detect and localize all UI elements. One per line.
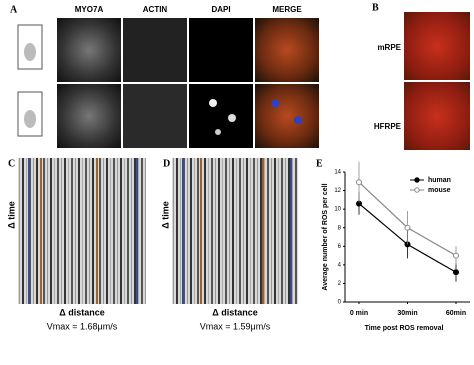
y-tick-label: 2 bbox=[338, 281, 342, 287]
column-header: MERGE bbox=[272, 5, 302, 14]
x-axis-title: Time post ROS removal bbox=[365, 325, 444, 332]
caption: Vmax = 1.59μm/s bbox=[200, 321, 271, 331]
y-tick-label: 12 bbox=[334, 188, 341, 194]
data-point bbox=[453, 252, 459, 259]
panel-label: B bbox=[372, 2, 379, 13]
x-tick-label: 60min bbox=[446, 310, 466, 317]
row-label: HFRPE bbox=[374, 122, 402, 131]
y-tick-label: 8 bbox=[338, 225, 342, 231]
legend-label: human bbox=[428, 177, 451, 184]
y-tick-label: 14 bbox=[334, 170, 341, 176]
axis-label: Δ distance bbox=[212, 307, 257, 317]
data-point bbox=[453, 269, 459, 276]
legend-marker bbox=[414, 177, 420, 183]
kymograph bbox=[172, 158, 298, 304]
x-tick-label: 0 min bbox=[350, 310, 368, 317]
column-header: ACTIN bbox=[143, 5, 168, 14]
axis-label: Δ time bbox=[6, 201, 16, 228]
column-header: DAPI bbox=[211, 5, 230, 14]
schematic bbox=[17, 24, 43, 137]
axis-label: Δ distance bbox=[59, 307, 104, 317]
micrographs bbox=[404, 12, 470, 150]
panel-label: A bbox=[10, 4, 18, 15]
y-tick-label: 10 bbox=[334, 207, 341, 213]
caption: Vmax = 1.68μm/s bbox=[47, 321, 118, 331]
legend-marker bbox=[414, 187, 420, 193]
row-label: mRPE bbox=[377, 43, 401, 52]
y-tick-label: 4 bbox=[338, 262, 342, 268]
micrographs bbox=[57, 18, 319, 148]
legend-label: mouse bbox=[428, 187, 451, 194]
panel-label: E bbox=[316, 158, 323, 169]
data-point bbox=[356, 179, 362, 186]
x-tick-label: 30min bbox=[397, 310, 417, 317]
panel-label: C bbox=[8, 158, 15, 169]
data-point bbox=[404, 224, 411, 231]
y-axis-title: Average number of ROS per cell bbox=[322, 183, 329, 290]
kymograph bbox=[18, 158, 146, 304]
axis-label: Δ time bbox=[160, 201, 170, 228]
y-tick-label: 6 bbox=[338, 244, 342, 250]
column-header: MYO7A bbox=[75, 5, 104, 14]
panel-label: D bbox=[163, 158, 170, 169]
y-tick-label: 0 bbox=[338, 300, 342, 306]
